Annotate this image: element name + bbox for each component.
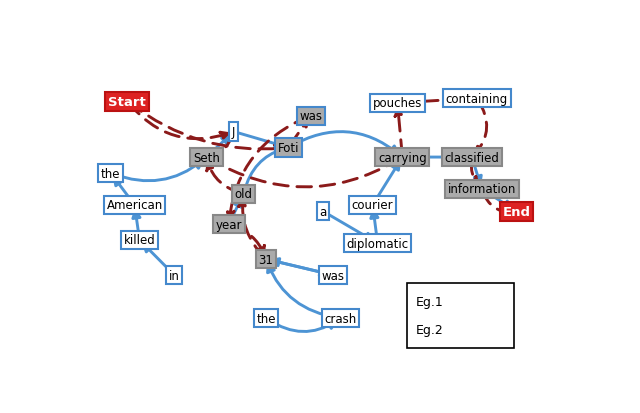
FancyArrowPatch shape [371, 211, 378, 241]
Text: killed: killed [124, 234, 156, 247]
Text: Foti: Foti [278, 142, 299, 154]
FancyArrowPatch shape [209, 136, 229, 156]
Text: old: old [235, 188, 253, 201]
Text: Eg.2: Eg.2 [416, 324, 444, 337]
FancyArrowPatch shape [483, 192, 511, 216]
FancyArrowPatch shape [374, 163, 399, 203]
Text: year: year [216, 218, 242, 231]
Text: Eg.1: Eg.1 [416, 295, 444, 308]
Text: End: End [502, 205, 531, 218]
Text: the: the [256, 312, 276, 325]
Text: crash: crash [324, 312, 356, 325]
FancyArrowPatch shape [291, 132, 397, 154]
FancyArrowPatch shape [290, 121, 307, 146]
Text: was: was [321, 269, 344, 282]
Text: containing: containing [445, 93, 508, 105]
FancyArrowPatch shape [268, 265, 338, 318]
FancyArrowPatch shape [470, 160, 478, 185]
FancyArrowPatch shape [447, 327, 497, 334]
FancyArrowPatch shape [244, 149, 282, 192]
FancyArrowPatch shape [144, 244, 172, 273]
FancyArrowPatch shape [113, 161, 202, 181]
Text: J: J [232, 126, 236, 139]
Text: a: a [319, 205, 326, 218]
FancyArrowPatch shape [268, 320, 335, 332]
FancyArrowPatch shape [236, 133, 282, 148]
Text: Start: Start [108, 95, 146, 109]
FancyArrowPatch shape [326, 213, 372, 240]
FancyArrowPatch shape [473, 160, 481, 184]
Text: pouches: pouches [372, 97, 422, 110]
Text: information: information [447, 183, 516, 196]
FancyArrowPatch shape [209, 159, 397, 188]
Text: classified: classified [444, 151, 499, 164]
Text: courier: courier [352, 199, 394, 212]
FancyArrowPatch shape [129, 104, 228, 140]
FancyArrowPatch shape [227, 117, 308, 218]
FancyArrowPatch shape [269, 260, 327, 276]
Text: diplomatic: diplomatic [346, 237, 409, 250]
Text: Seth: Seth [193, 151, 220, 164]
FancyArrowPatch shape [405, 154, 466, 161]
FancyArrowPatch shape [272, 259, 330, 275]
FancyArrowPatch shape [400, 96, 471, 103]
Text: in: in [169, 269, 180, 282]
FancyArrowPatch shape [239, 200, 264, 257]
Text: was: was [299, 110, 322, 123]
FancyArrowPatch shape [129, 104, 282, 153]
FancyBboxPatch shape [408, 283, 514, 349]
FancyArrowPatch shape [395, 109, 403, 155]
Text: American: American [106, 199, 163, 212]
Text: 31: 31 [259, 253, 273, 266]
FancyArrowPatch shape [484, 191, 511, 209]
FancyArrowPatch shape [115, 178, 133, 203]
FancyArrowPatch shape [476, 101, 486, 153]
FancyArrowPatch shape [232, 225, 264, 254]
FancyArrowPatch shape [212, 135, 233, 158]
FancyArrowPatch shape [230, 199, 241, 222]
Text: carrying: carrying [378, 151, 427, 164]
FancyArrowPatch shape [133, 211, 140, 237]
FancyArrowPatch shape [207, 164, 241, 194]
Text: the: the [101, 167, 120, 180]
FancyArrowPatch shape [447, 298, 497, 305]
